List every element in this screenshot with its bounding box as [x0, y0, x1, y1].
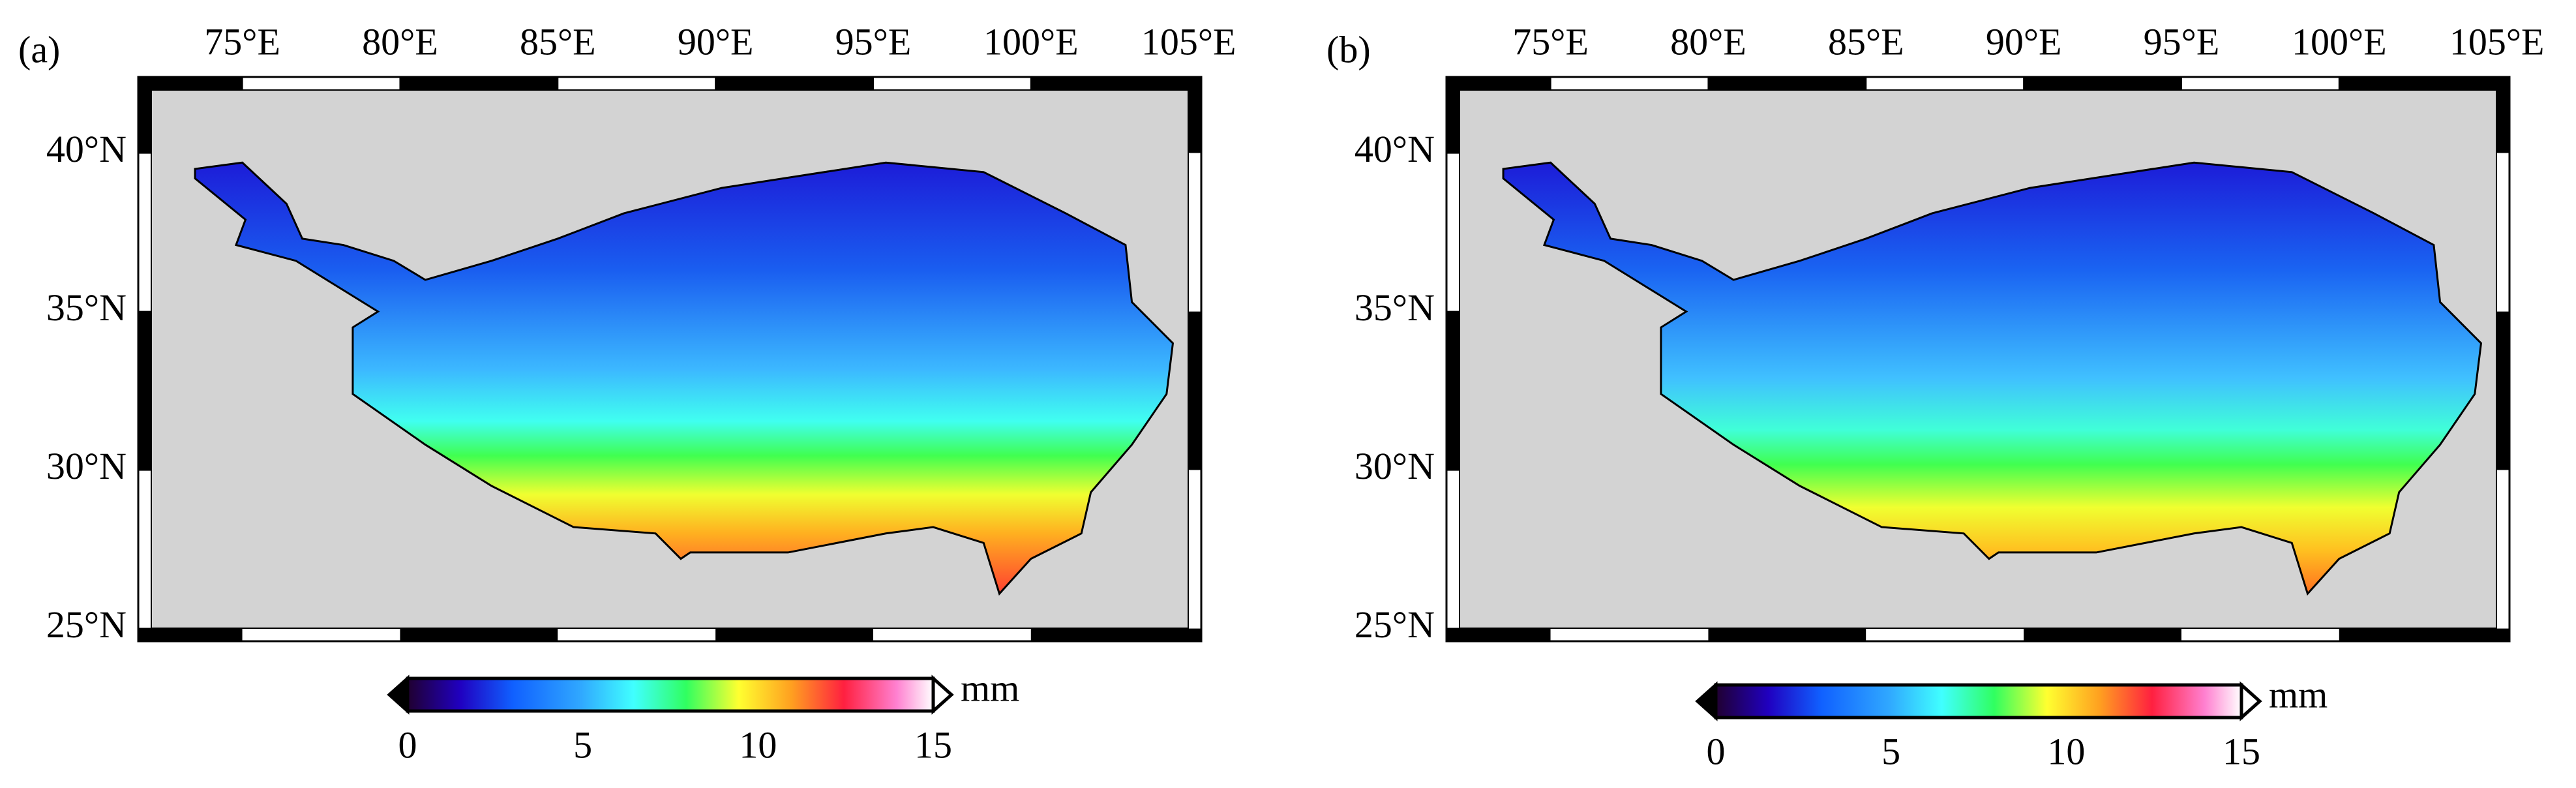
frame-segment: [1188, 77, 1201, 153]
frame-segment: [1188, 311, 1201, 470]
frame-segment: [138, 628, 151, 641]
colorbar-tick-label: 10: [2047, 730, 2085, 772]
frame-segment: [873, 628, 1031, 641]
colorbar: [1714, 683, 2243, 720]
y-tick-label: 40°N: [46, 128, 127, 170]
y-tick-label: 25°N: [46, 603, 127, 646]
frame-segment: [138, 77, 151, 153]
frame-segment: [1446, 311, 1460, 470]
frame-segment: [1446, 628, 1460, 641]
map-frame: [137, 76, 1203, 643]
x-tick-label: 95°E: [835, 20, 912, 63]
frame-segment: [2496, 470, 2509, 629]
frame-segment: [873, 77, 1031, 90]
panel-label: (b): [1326, 28, 1371, 70]
colorbar-tick-label: 5: [573, 723, 592, 766]
colorbar-unit: mm: [2269, 673, 2328, 716]
frame-segment: [1030, 77, 1189, 90]
colorbar-tick-label: 10: [739, 723, 777, 766]
frame-segment: [2496, 311, 2509, 470]
frame-segment: [558, 77, 716, 90]
frame-segment: [1708, 628, 1866, 641]
x-tick-label: 90°E: [1986, 20, 2062, 63]
colorbar-extend-low: [387, 674, 410, 715]
frame-segment: [558, 628, 716, 641]
frame-segment: [242, 77, 400, 90]
colorbar-tick-label: 0: [1707, 730, 1726, 772]
y-tick-label: 30°N: [1355, 445, 1435, 487]
frame-segment: [138, 153, 151, 312]
frame-segment: [1188, 153, 1201, 312]
frame-segment: [1188, 628, 1201, 641]
colorbar-extend-low: [1695, 681, 1718, 721]
y-tick-label: 30°N: [46, 445, 127, 487]
frame-segment: [1866, 628, 2024, 641]
x-tick-label: 75°E: [204, 20, 280, 63]
frame-segment: [1866, 77, 2024, 90]
frame-segment: [2024, 628, 2181, 641]
frame-segment: [400, 77, 558, 90]
frame-segment: [2339, 628, 2497, 641]
colorbar-tick-label: 5: [1881, 730, 1900, 772]
colorbar-unit: mm: [961, 667, 1019, 709]
x-tick-label: 95°E: [2144, 20, 2220, 63]
map-frame: [1445, 76, 2511, 643]
frame-segment: [1550, 628, 1709, 641]
x-tick-label: 100°E: [2292, 20, 2387, 63]
frame-segment: [138, 311, 151, 470]
frame-segment: [1708, 77, 1866, 90]
frame-segment: [400, 628, 558, 641]
frame-segment: [1446, 153, 1460, 312]
frame-segment: [138, 77, 243, 90]
x-tick-label: 75°E: [1512, 20, 1589, 63]
frame-segment: [1030, 628, 1189, 641]
x-tick-label: 105°E: [2449, 20, 2545, 63]
map-frame: [1459, 89, 2497, 629]
x-tick-label: 80°E: [362, 20, 438, 63]
map-frame: [151, 89, 1189, 629]
y-tick-label: 25°N: [1355, 603, 1435, 646]
frame-segment: [242, 628, 400, 641]
x-tick-label: 85°E: [1828, 20, 1904, 63]
frame-segment: [138, 470, 151, 629]
frame-segment: [1550, 77, 1709, 90]
frame-segment: [1446, 77, 1551, 90]
colorbar-tick-label: 0: [398, 723, 417, 766]
frame-segment: [1188, 470, 1201, 629]
frame-segment: [2496, 153, 2509, 312]
colorbar-tick-label: 15: [2223, 730, 2260, 772]
frame-segment: [2339, 77, 2497, 90]
panel-label: (a): [18, 28, 60, 70]
frame-segment: [1446, 77, 1460, 153]
frame-segment: [715, 628, 873, 641]
x-tick-label: 90°E: [678, 20, 754, 63]
precipitation-field: [194, 161, 1175, 596]
frame-segment: [715, 77, 873, 90]
frame-segment: [2024, 77, 2181, 90]
x-tick-label: 85°E: [520, 20, 596, 63]
x-tick-label: 80°E: [1670, 20, 1746, 63]
x-tick-label: 105°E: [1141, 20, 1236, 63]
frame-segment: [2181, 628, 2339, 641]
frame-segment: [1446, 628, 1551, 641]
frame-segment: [2496, 77, 2509, 153]
frame-segment: [2181, 77, 2339, 90]
precipitation-field: [1502, 161, 2483, 596]
y-tick-label: 35°N: [46, 286, 127, 329]
frame-segment: [2496, 628, 2509, 641]
frame-segment: [138, 628, 243, 641]
x-tick-label: 100°E: [983, 20, 1079, 63]
colorbar-extend-high: [931, 674, 954, 715]
frame-segment: [1446, 470, 1460, 629]
colorbar-tick-label: 15: [914, 723, 952, 766]
colorbar-extend-high: [2239, 681, 2262, 721]
y-tick-label: 40°N: [1355, 128, 1435, 170]
colorbar: [406, 676, 935, 713]
y-tick-label: 35°N: [1355, 286, 1435, 329]
